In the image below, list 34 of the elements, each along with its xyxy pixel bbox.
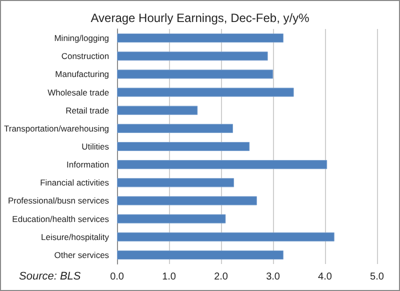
bar — [117, 142, 250, 152]
x-tick-label: 1.0 — [162, 272, 176, 282]
bar — [117, 160, 328, 170]
y-tick-label: Mining/logging — [54, 33, 110, 44]
y-tick-label: Construction — [61, 51, 110, 62]
y-tick-label: Wholesale trade — [48, 87, 110, 98]
bar — [117, 250, 284, 260]
bar — [117, 214, 226, 224]
x-tick-label: 0.0 — [110, 272, 124, 282]
bar — [117, 88, 294, 97]
y-tick-label: Utilities — [82, 142, 110, 152]
y-tick-label: Education/health services — [12, 214, 110, 224]
bar — [117, 232, 334, 242]
y-tick-label: Other services — [54, 250, 110, 260]
y-tick-label: Transportation/warehousing — [4, 123, 110, 134]
y-tick-label: Leisure/hospitality — [41, 232, 110, 242]
x-tick-label: 2.0 — [214, 272, 228, 282]
chart-title: Average Hourly Earnings, Dec-Feb, y/y% — [90, 11, 310, 25]
bar — [117, 70, 274, 79]
x-tick-label: 5.0 — [370, 272, 384, 282]
x-tick-label: 3.0 — [266, 272, 280, 282]
bar — [117, 52, 268, 61]
y-tick-label: Information — [66, 160, 110, 170]
y-tick-label: Financial activities — [40, 178, 110, 188]
bar — [117, 178, 234, 188]
bar — [117, 196, 257, 206]
bar — [117, 34, 284, 43]
y-tick-label: Manufacturing — [55, 69, 110, 80]
bar — [117, 106, 198, 115]
bar — [117, 124, 233, 133]
y-tick-label: Retail trade — [66, 105, 110, 116]
x-tick-label: 4.0 — [318, 272, 332, 282]
source-note: Source: BLS — [19, 270, 82, 282]
y-tick-label: Professional/busn services — [8, 196, 110, 206]
